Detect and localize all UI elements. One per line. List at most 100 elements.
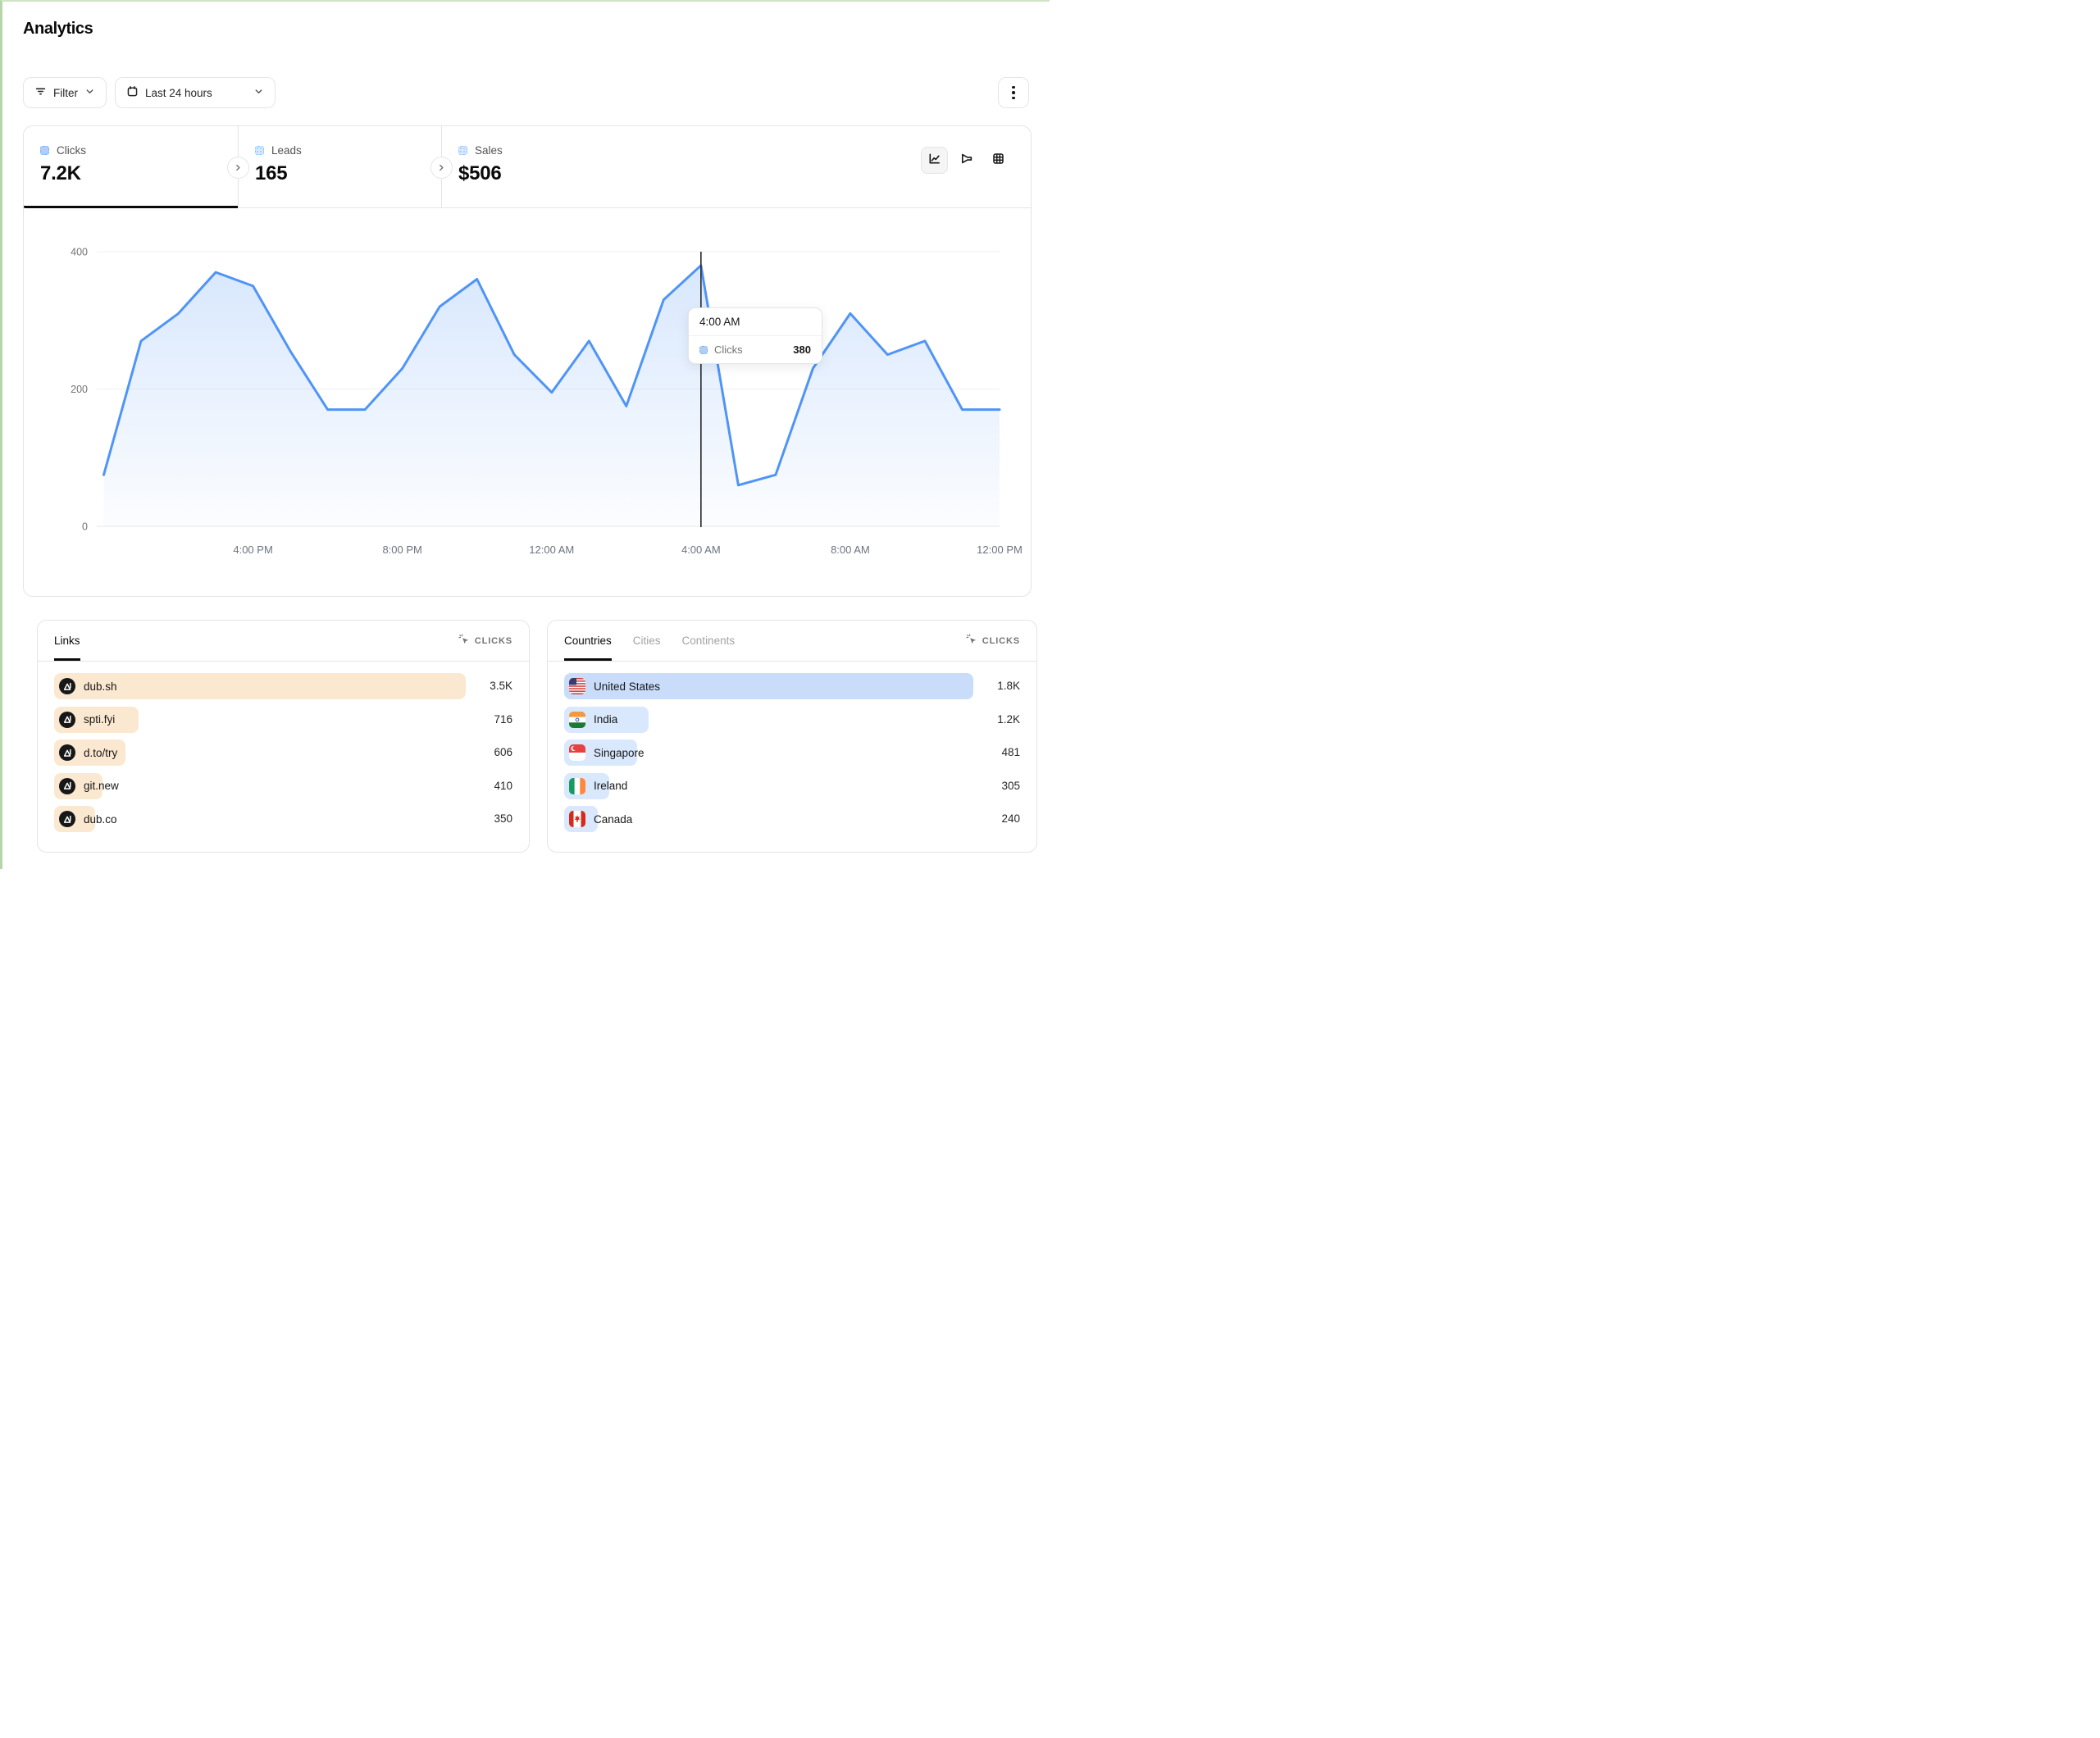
chevron-down-icon — [253, 86, 264, 99]
funnel-view-button[interactable] — [953, 147, 980, 174]
countries-panel-header: Countries Cities Continents CLICKS — [548, 621, 1036, 662]
more-options-button[interactable] — [998, 77, 1029, 108]
line-chart-view-button[interactable] — [921, 147, 948, 174]
value-bar — [564, 673, 973, 699]
sales-tab-value: $506 — [458, 162, 502, 184]
clicks-tab-value: 7.2K — [40, 162, 81, 184]
clicks-count: 1.2K — [997, 712, 1020, 726]
sg-flag-icon — [569, 744, 585, 761]
link-row[interactable]: git.new 410 — [54, 772, 512, 799]
clicks-line — [102, 264, 1001, 487]
link-row[interactable]: spti.fyi 716 — [54, 706, 512, 733]
link-row[interactable]: d.to/try 606 — [54, 739, 512, 766]
clicks-time-series-chart[interactable]: 0 200 400 4:00 PM 8:00 PM 12:00 AM 4:00 AM 8:00… — [24, 208, 1031, 597]
tab-cities[interactable]: Cities — [632, 635, 661, 647]
countries-panel: Countries Cities Continents CLICKS United … — [547, 620, 1037, 853]
expand-leads-button[interactable] — [430, 157, 453, 179]
country-label: United States — [594, 680, 661, 693]
link-label: dub.sh — [84, 680, 117, 693]
date-range-label: Last 24 hours — [145, 86, 212, 99]
tooltip-value: 380 — [793, 344, 811, 356]
chart-view-switcher — [921, 147, 1012, 174]
us-flag-icon — [569, 678, 585, 694]
link-row[interactable]: dub.co 350 — [54, 806, 512, 832]
link-label: d.to/try — [84, 746, 118, 759]
toolbar: Filter Last 24 hours — [23, 77, 276, 108]
country-row[interactable]: Ireland 305 — [564, 772, 1020, 799]
ie-flag-icon — [569, 777, 585, 794]
link-label: git.new — [84, 780, 119, 792]
leads-legend-square — [255, 146, 264, 155]
x-axis-tick: 4:00 PM — [233, 544, 272, 556]
country-label: Singapore — [594, 746, 645, 759]
clicks-count: 240 — [1001, 812, 1020, 825]
x-axis-tick: 4:00 AM — [681, 544, 721, 556]
links-metric-label: CLICKS — [474, 635, 512, 646]
filter-icon — [34, 85, 47, 100]
tab-continents[interactable]: Continents — [681, 635, 736, 647]
clicks-count: 716 — [494, 712, 512, 726]
clicks-count: 606 — [494, 746, 512, 758]
x-axis-tick: 12:00 AM — [529, 544, 574, 556]
clicks-count: 1.8K — [997, 680, 1020, 692]
dub-logo-icon — [59, 678, 75, 694]
expand-clicks-button[interactable] — [227, 157, 249, 179]
links-list: dub.sh 3.5K spti.fyi 716 d.to/try 606 git.new 4… — [38, 662, 529, 832]
area-chart-svg: 0 200 400 4:00 PM 8:00 PM 12:00 AM 4:00 AM 8:00… — [71, 247, 1023, 557]
country-row[interactable]: India 1.2K — [564, 706, 1020, 733]
funnel-icon — [959, 152, 973, 170]
leads-tab-label: Leads — [271, 144, 302, 157]
country-row[interactable]: Canada 240 — [564, 806, 1020, 832]
link-row[interactable]: dub.sh 3.5K — [54, 673, 512, 699]
area-fill — [103, 265, 1000, 526]
filter-button[interactable]: Filter — [23, 77, 107, 108]
dub-logo-icon — [59, 711, 75, 728]
y-axis-tick: 200 — [71, 384, 88, 395]
tooltip-series-label: Clicks — [714, 344, 743, 356]
tab-leads[interactable]: Leads 165 — [239, 126, 441, 207]
clicks-tab-label: Clicks — [57, 144, 86, 157]
dub-logo-icon — [59, 744, 75, 761]
countries-list: United States 1.8K India 1.2K Singapore 481 Ir… — [548, 662, 1036, 832]
clicks-count: 305 — [1001, 779, 1020, 792]
grid-table-icon — [991, 152, 1005, 170]
clicks-count: 350 — [494, 812, 512, 825]
date-range-button[interactable]: Last 24 hours — [115, 77, 276, 108]
country-row[interactable]: Singapore 481 — [564, 739, 1020, 766]
country-row[interactable]: United States 1.8K — [564, 673, 1020, 699]
x-axis-tick: 8:00 AM — [831, 544, 870, 556]
link-label: dub.co — [84, 812, 117, 826]
tooltip-time: 4:00 AM — [689, 308, 822, 336]
links-panel-header: Links CLICKS — [38, 621, 529, 662]
clicks-legend-square — [40, 146, 49, 155]
country-label: Ireland — [594, 780, 628, 792]
countries-metric-column[interactable]: CLICKS — [966, 634, 1020, 648]
links-metric-column[interactable]: CLICKS — [458, 634, 512, 648]
countries-metric-label: CLICKS — [982, 635, 1020, 646]
active-tab-underline — [24, 206, 238, 208]
tab-clicks[interactable]: Clicks 7.2K — [24, 126, 238, 208]
tooltip-clicks-square — [699, 345, 708, 354]
in-flag-icon — [569, 711, 585, 728]
country-label: India — [594, 713, 618, 726]
metric-tabs-row: Clicks 7.2K Leads 165 Sales $506 — [24, 126, 1031, 208]
line-chart-icon — [927, 152, 941, 170]
links-panel: Links CLICKS dub.sh 3.5K spti.fyi 716 d.to/t… — [37, 620, 530, 853]
tab-links[interactable]: Links — [54, 621, 80, 661]
leads-tab-value: 165 — [255, 162, 288, 184]
click-cursor-icon — [458, 634, 470, 648]
dub-logo-icon — [59, 777, 75, 794]
y-axis-tick: 0 — [82, 521, 88, 533]
clicks-count: 481 — [1001, 746, 1020, 758]
filter-button-label: Filter — [53, 86, 78, 99]
analytics-chart-card: Clicks 7.2K Leads 165 Sales $506 — [23, 125, 1032, 597]
chevron-down-icon — [84, 86, 95, 99]
sales-tab-label: Sales — [475, 144, 503, 157]
value-bar — [54, 673, 466, 699]
clicks-count: 3.5K — [490, 680, 512, 692]
tab-countries[interactable]: Countries — [564, 621, 612, 661]
table-view-button[interactable] — [985, 147, 1012, 174]
page-title: Analytics — [23, 20, 93, 38]
kebab-vertical-icon — [1012, 85, 1015, 100]
tab-sales[interactable]: Sales $506 — [442, 126, 713, 207]
